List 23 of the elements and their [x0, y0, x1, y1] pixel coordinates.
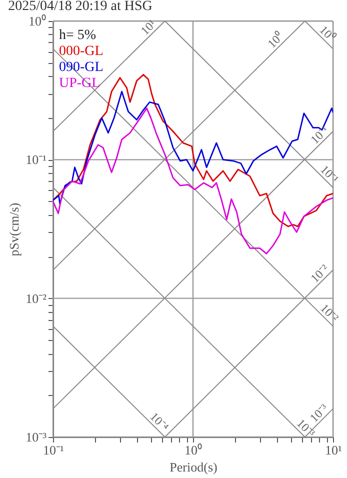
x-tick-label: 10⁻¹ — [43, 442, 64, 458]
annotation: 10⁰ — [264, 30, 286, 51]
annotation: 10⁻² — [318, 300, 342, 325]
x-axis-title: Period(s) — [170, 460, 218, 474]
annotation: 10⁻¹ — [318, 162, 342, 186]
y-tick-label: 10⁻³ — [26, 430, 47, 444]
annotation: 10¹ — [138, 16, 160, 38]
annotation: 10⁻¹ — [308, 122, 332, 147]
text: UP-GL — [59, 76, 100, 91]
annotation: 10⁻² — [308, 261, 332, 286]
annotation: 10⁻⁴ — [147, 409, 172, 434]
y-tick-label: 10⁰ — [28, 14, 46, 28]
annotation: 10⁰ — [316, 22, 338, 44]
series-label: 090-GL — [59, 60, 104, 75]
y-tick-label: 10⁻¹ — [26, 152, 47, 168]
y-tick-label: 10⁻² — [26, 290, 47, 306]
x-tick-label: 10¹ — [325, 442, 342, 458]
chart-title: 2025/04/18 20:19 at HSG — [8, 0, 152, 14]
x-tick-label: 10⁰ — [184, 442, 202, 458]
annotation: 10⁻³ — [306, 400, 332, 425]
legend-title: h= 5% — [59, 28, 96, 43]
y-axis-title: pSv(cm/s) — [6, 202, 22, 256]
series-label: 000-GL — [59, 44, 104, 59]
